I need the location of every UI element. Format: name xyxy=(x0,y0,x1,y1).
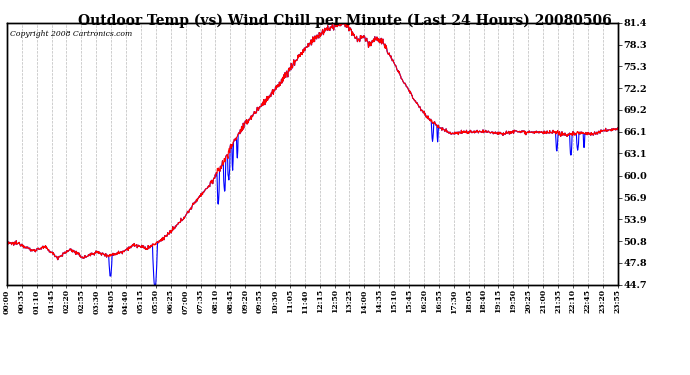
Text: Outdoor Temp (vs) Wind Chill per Minute (Last 24 Hours) 20080506: Outdoor Temp (vs) Wind Chill per Minute … xyxy=(78,13,612,27)
Text: Copyright 2008 Cartronics.com: Copyright 2008 Cartronics.com xyxy=(10,30,132,38)
